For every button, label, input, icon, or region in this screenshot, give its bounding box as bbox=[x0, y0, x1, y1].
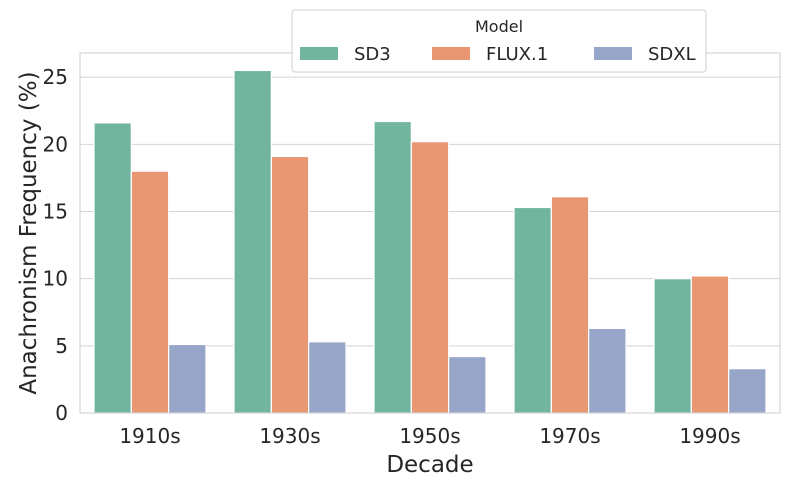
bar-sd3-1990s bbox=[653, 278, 692, 414]
bar-sd3-1950s bbox=[373, 120, 412, 414]
y-tick-label: 20 bbox=[43, 132, 68, 156]
bar-sdxl-1910s bbox=[168, 343, 207, 414]
y-tick-label: 0 bbox=[55, 401, 68, 425]
bar-sdxl-1990s bbox=[728, 368, 767, 414]
x-tick-label: 1990s bbox=[679, 424, 740, 448]
legend: Model SD3 FLUX.1 SDXL bbox=[291, 9, 707, 73]
bar-sd3-1970s bbox=[513, 206, 552, 414]
y-tick-label: 15 bbox=[43, 200, 68, 224]
bar-flux1-1910s bbox=[130, 170, 170, 414]
bar-sd3-1930s bbox=[233, 69, 272, 414]
x-tick-label: 1930s bbox=[259, 424, 320, 448]
legend-swatch bbox=[594, 47, 632, 60]
bar-flux1-1930s bbox=[270, 155, 310, 414]
bar-sdxl-1970s bbox=[588, 327, 627, 414]
y-axis-label: Anachronism Frequency (%) bbox=[16, 71, 42, 394]
y-tick-label: 25 bbox=[43, 65, 68, 89]
legend-label: FLUX.1 bbox=[486, 44, 548, 65]
legend-swatch bbox=[432, 47, 470, 60]
bar-flux1-1950s bbox=[410, 141, 450, 414]
legend-swatch bbox=[300, 47, 338, 60]
x-tick-label: 1910s bbox=[119, 424, 180, 448]
x-axis-ticks: 1910s 1930s 1950s 1970s 1990s bbox=[119, 424, 740, 448]
x-tick-label: 1950s bbox=[399, 424, 460, 448]
y-axis-ticks: 0 5 10 15 20 25 bbox=[43, 65, 68, 425]
bars bbox=[93, 69, 767, 414]
legend-title: Model bbox=[475, 17, 523, 36]
bar-flux1-1970s bbox=[550, 196, 590, 414]
y-tick-label: 10 bbox=[43, 267, 68, 291]
bar-flux1-1990s bbox=[690, 275, 730, 414]
legend-label: SDXL bbox=[648, 44, 696, 65]
x-tick-label: 1970s bbox=[539, 424, 600, 448]
bar-sdxl-1930s bbox=[308, 341, 347, 414]
bar-sd3-1910s bbox=[93, 122, 132, 414]
y-tick-label: 5 bbox=[55, 334, 68, 358]
legend-label: SD3 bbox=[354, 44, 391, 65]
bar-sdxl-1950s bbox=[448, 355, 487, 414]
x-axis-label: Decade bbox=[386, 452, 473, 478]
